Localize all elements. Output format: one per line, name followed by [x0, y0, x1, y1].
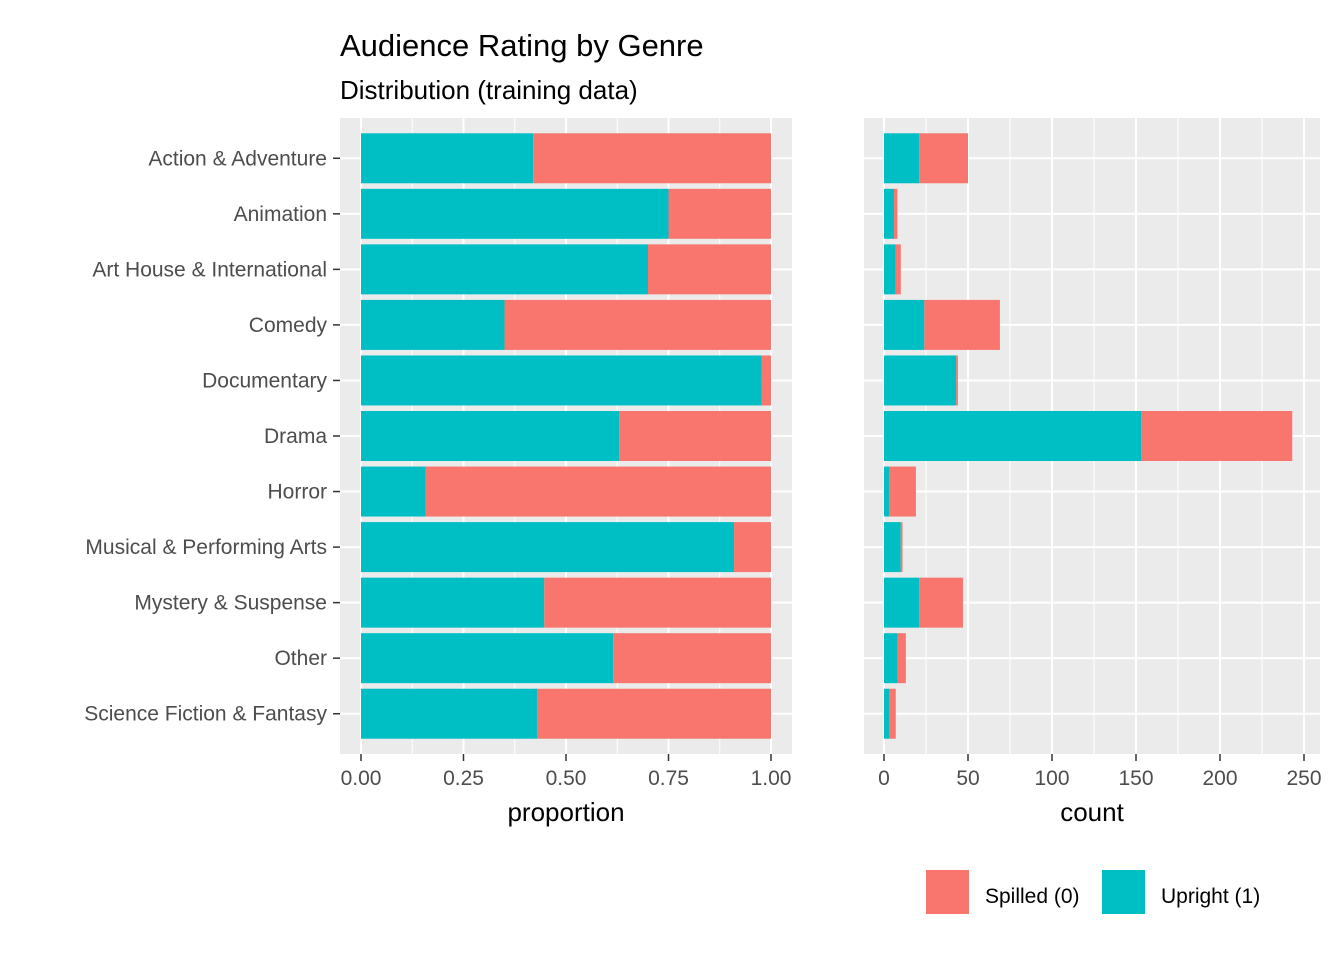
panel-proportion-bar-art-house-international-spilled-0 — [648, 244, 771, 295]
panel-proportion-bar-art-house-international-upright-1 — [361, 244, 648, 295]
category-label-action-adventure: Action & Adventure — [148, 147, 327, 170]
panel-proportion-x-tick-label: 0.50 — [546, 767, 587, 790]
category-label-comedy: Comedy — [249, 314, 328, 337]
panel-count-bar-other-spilled-0 — [897, 633, 906, 684]
panel-count-x-axis-title: count — [1060, 797, 1124, 827]
legend-label-spilled-0: Spilled (0) — [985, 885, 1080, 908]
chart-subtitle: Distribution (training data) — [340, 75, 638, 105]
panel-count-bar-comedy-spilled-0 — [924, 299, 1000, 350]
panel-proportion-bar-comedy-upright-1 — [361, 299, 505, 350]
panel-proportion-bar-drama-spilled-0 — [619, 411, 771, 461]
category-label-other: Other — [274, 647, 327, 670]
panel-proportion-bar-musical-performing-arts-spilled-0 — [734, 522, 771, 573]
panel-proportion-bar-other-spilled-0 — [613, 633, 771, 684]
panel-count-bar-musical-performing-arts-upright-1 — [884, 522, 901, 573]
panel-count-bar-other-upright-1 — [884, 633, 898, 684]
panel-count-bar-animation-upright-1 — [884, 188, 895, 239]
panel-proportion-bar-horror-upright-1 — [361, 466, 426, 517]
panel-proportion-bar-animation-spilled-0 — [668, 188, 771, 239]
panel-count-x-tick-label: 200 — [1202, 767, 1237, 790]
panel-proportion-bar-animation-upright-1 — [361, 188, 669, 239]
panel-proportion-bar-musical-performing-arts-upright-1 — [361, 522, 735, 573]
panel-count-bar-comedy-upright-1 — [884, 299, 925, 350]
panel-proportion-bar-drama-upright-1 — [361, 411, 620, 461]
panel-count-bar-mystery-suspense-upright-1 — [884, 577, 920, 628]
panel-proportion-bar-horror-spilled-0 — [425, 466, 771, 517]
category-label-horror: Horror — [267, 481, 327, 504]
panel-count-bar-science-fiction-fantasy-spilled-0 — [889, 688, 896, 739]
category-label-drama: Drama — [264, 425, 327, 448]
panel-count-bar-action-adventure-upright-1 — [884, 133, 920, 184]
category-label-animation: Animation — [234, 203, 327, 226]
category-label-mystery-suspense: Mystery & Suspense — [134, 592, 327, 615]
legend-label-upright-1: Upright (1) — [1161, 885, 1260, 908]
legend-key-spilled-0 — [926, 870, 969, 914]
category-label-science-fiction-fantasy: Science Fiction & Fantasy — [84, 703, 327, 726]
panel-count-bar-art-house-international-upright-1 — [884, 244, 896, 295]
panel-count-bar-horror-upright-1 — [884, 466, 890, 517]
panel-proportion-x-tick-label: 1.00 — [751, 767, 792, 790]
panel-proportion-x-tick-label: 0.25 — [443, 767, 484, 790]
panel-proportion-x-tick-label: 0.00 — [341, 767, 382, 790]
panel-proportion-bar-action-adventure-spilled-0 — [533, 133, 771, 184]
panel-proportion-bar-action-adventure-upright-1 — [361, 133, 534, 184]
panel-proportion-bar-science-fiction-fantasy-upright-1 — [361, 688, 538, 739]
chart-title: Audience Rating by Genre — [340, 28, 704, 63]
plot-layer: Action & Adventure Animation Art House & I… — [84, 118, 1322, 827]
panel-count-bar-art-house-international-spilled-0 — [895, 244, 901, 295]
panel-count-bar-documentary-spilled-0 — [956, 355, 958, 406]
panel-count-bar-drama-spilled-0 — [1141, 411, 1293, 461]
panel-proportion-bar-documentary-spilled-0 — [761, 355, 771, 406]
panel-proportion-x-axis-title: proportion — [507, 797, 624, 827]
panel-proportion-bar-mystery-suspense-spilled-0 — [544, 577, 771, 628]
legend: Spilled (0) Upright (1) — [926, 870, 1260, 914]
panel-count-x-tick-label: 50 — [956, 767, 979, 790]
panel-count-bar-drama-upright-1 — [884, 411, 1142, 461]
panel-count-bar-horror-spilled-0 — [889, 466, 916, 517]
panel-count-bar-action-adventure-spilled-0 — [919, 133, 968, 184]
panel-count-x-tick-label: 250 — [1286, 767, 1321, 790]
panel-count-bar-mystery-suspense-spilled-0 — [919, 577, 963, 628]
panel-count-bar-documentary-upright-1 — [884, 355, 957, 406]
panel-count-x-tick-label: 150 — [1118, 767, 1153, 790]
panel-count-bar-animation-spilled-0 — [894, 188, 898, 239]
panel-proportion-bar-comedy-spilled-0 — [504, 299, 771, 350]
category-label-documentary: Documentary — [202, 369, 327, 392]
category-label-musical-performing-arts: Musical & Performing Arts — [85, 536, 327, 559]
panel-count-x-tick-label: 100 — [1034, 767, 1069, 790]
legend-key-upright-1 — [1102, 870, 1145, 914]
panel-count-x-tick-label: 0 — [878, 767, 890, 790]
panel-proportion-bar-documentary-upright-1 — [361, 355, 762, 406]
panel-proportion-bar-science-fiction-fantasy-spilled-0 — [537, 688, 771, 739]
category-label-art-house-international: Art House & International — [92, 258, 327, 281]
panel-count-bar-musical-performing-arts-spilled-0 — [900, 522, 903, 573]
panel-count-bar-science-fiction-fantasy-upright-1 — [884, 688, 890, 739]
panel-proportion-x-tick-label: 0.75 — [648, 767, 689, 790]
panel-proportion-bar-other-upright-1 — [361, 633, 614, 684]
panel-proportion-bar-mystery-suspense-upright-1 — [361, 577, 545, 628]
